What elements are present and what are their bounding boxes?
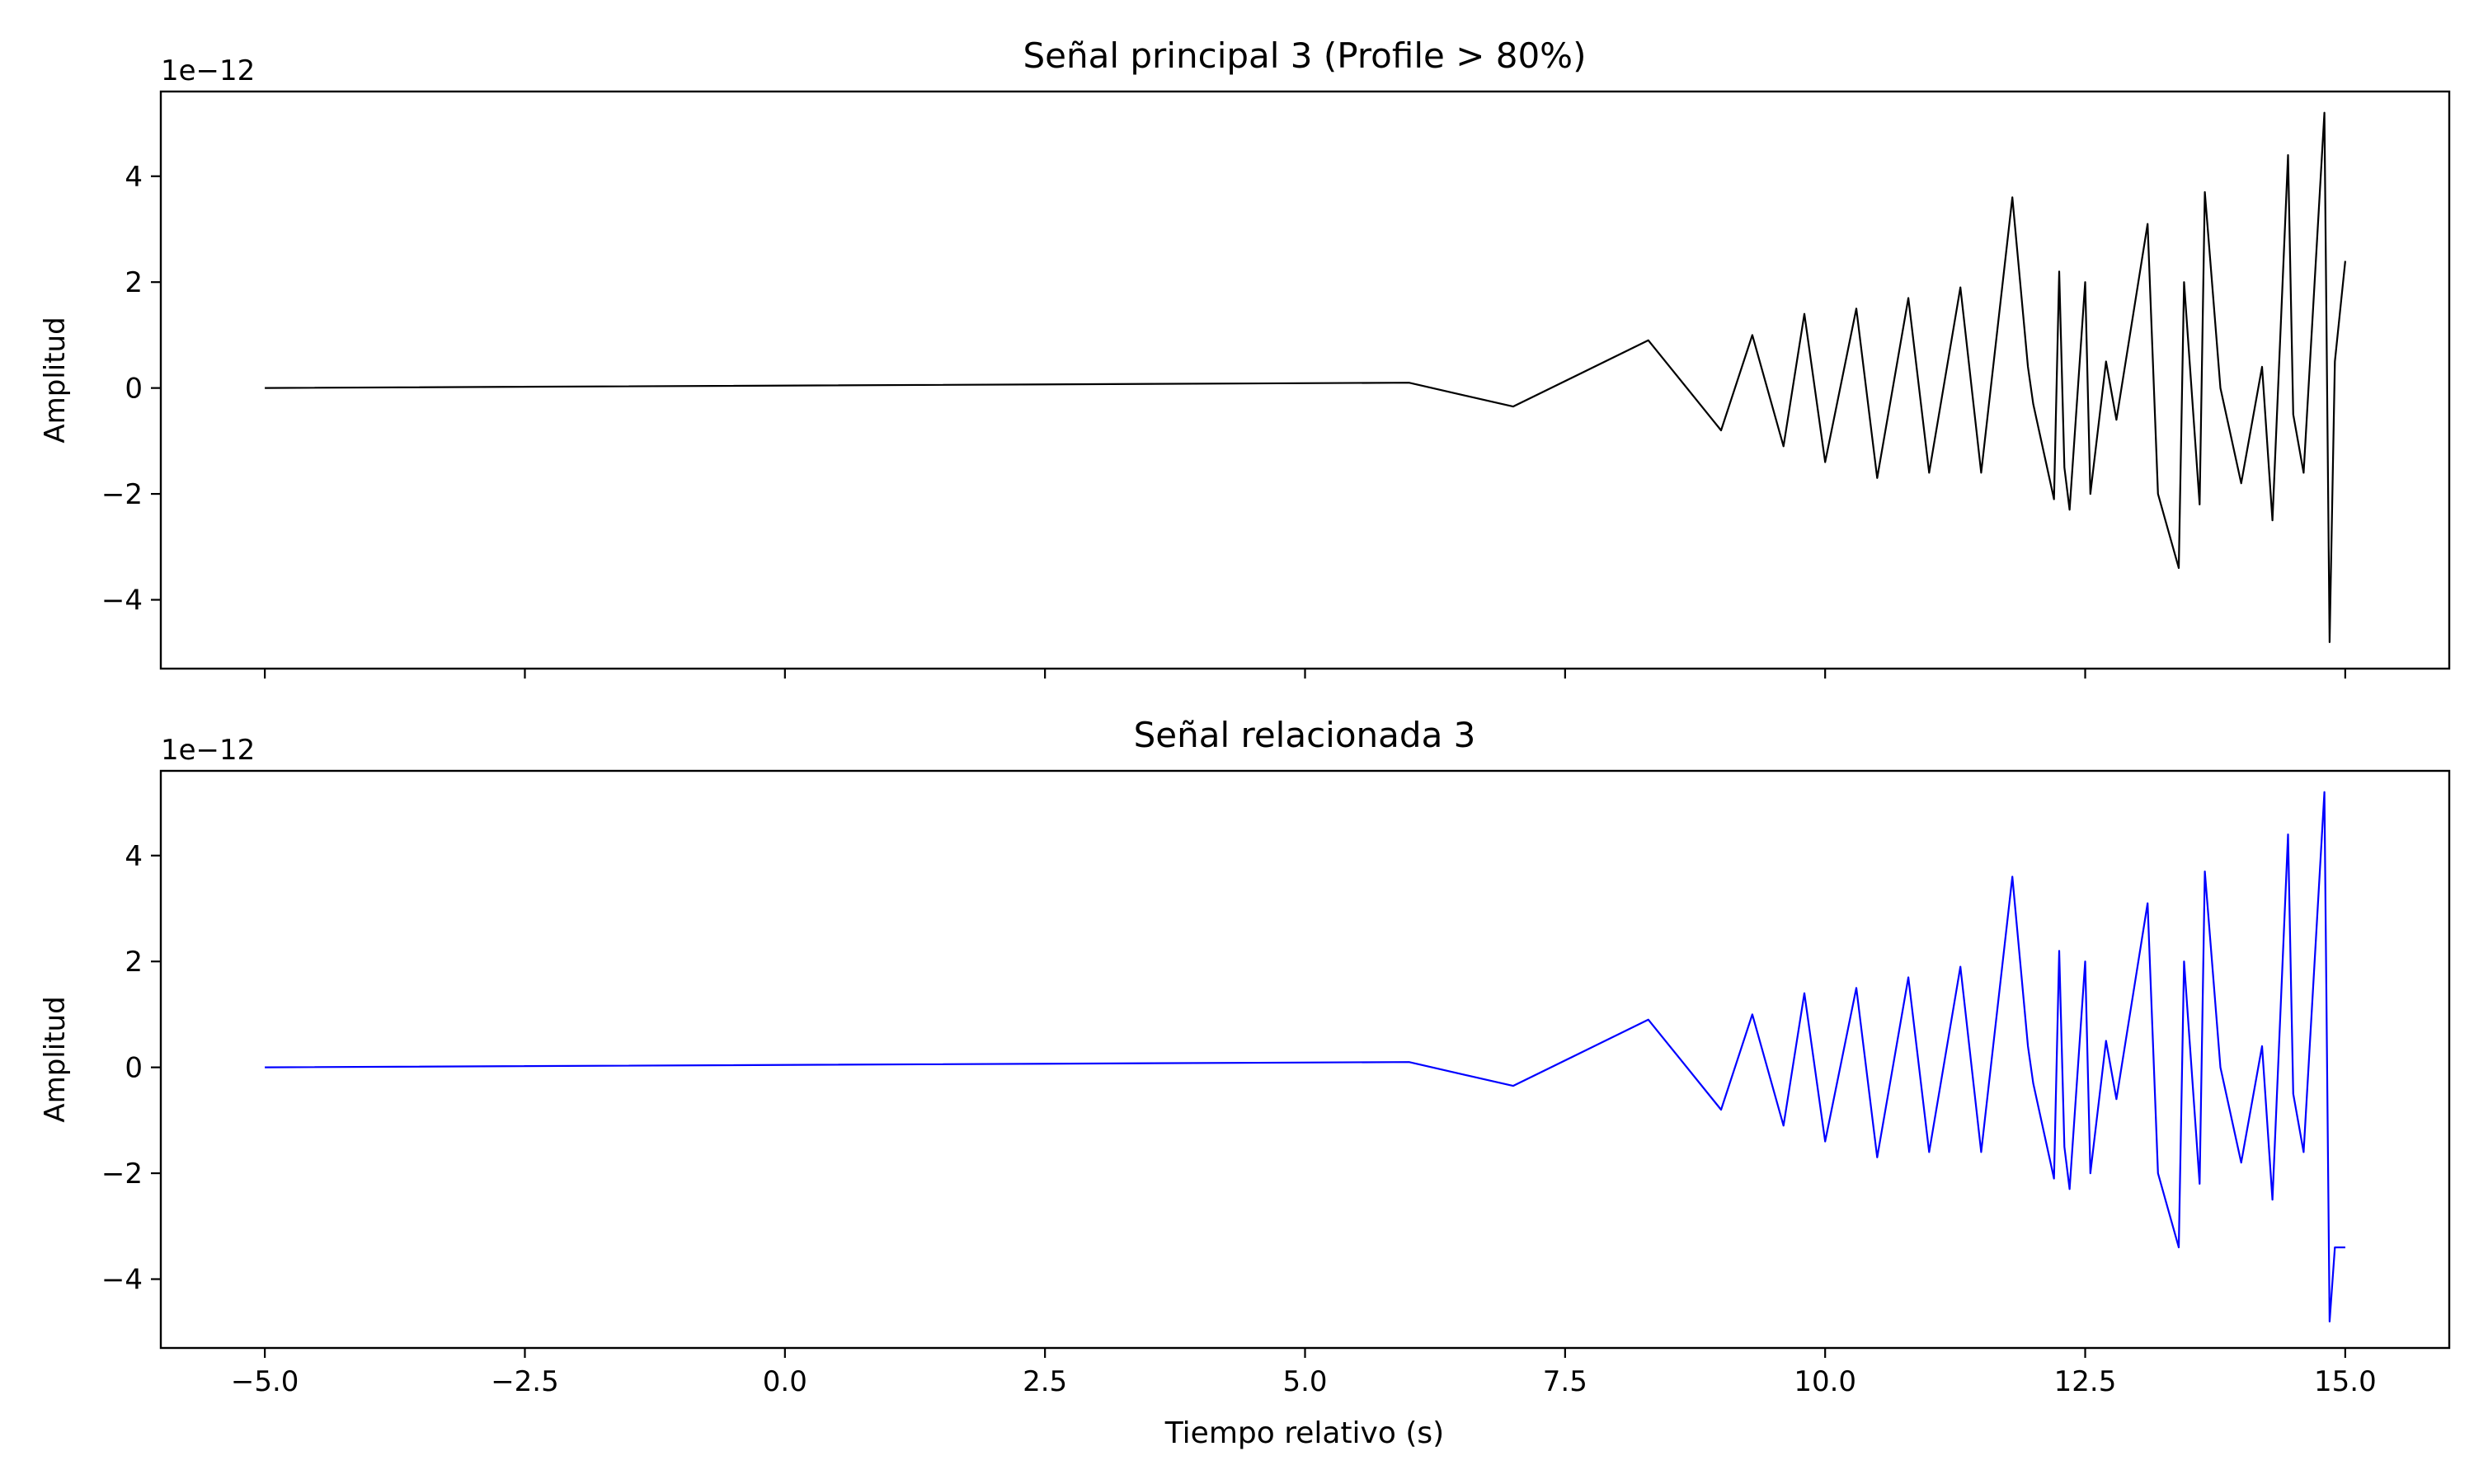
- x-axis-label: Tiempo relativo (s): [1164, 1416, 1444, 1450]
- y-tick-label: 0: [125, 1052, 143, 1085]
- y-tick-label: −2: [101, 478, 143, 511]
- offset-text-bottom: 1e−12: [161, 734, 255, 767]
- x-ticks-bottom: −5.0 −2.5 0.0 2.5 5.0 7.5 10.0 12.5 15.0: [231, 1348, 2377, 1398]
- y-tick-label: 2: [125, 266, 143, 299]
- y-tick-label: 4: [125, 161, 143, 194]
- y-tick-label: 0: [125, 373, 143, 406]
- x-tick-label: −5.0: [231, 1365, 299, 1398]
- y-tick-label: −4: [101, 1264, 143, 1297]
- panel-top: −4 −2 0 2 4 Señal principal 3 (Profile > 80%…: [39, 35, 2451, 679]
- x-tick-label: 15.0: [2314, 1365, 2377, 1398]
- x-tick-label: 5.0: [1282, 1365, 1327, 1398]
- y-tick-label: 2: [125, 946, 143, 979]
- x-tick-label: 10.0: [1794, 1365, 1856, 1398]
- x-ticks-top: [264, 669, 2346, 679]
- signal-line-top: [265, 111, 2346, 643]
- y-ticks-top: −4 −2 0 2 4: [101, 161, 161, 618]
- x-tick-label: 0.0: [763, 1365, 807, 1398]
- panel-title-top: Señal principal 3 (Profile > 80%): [1023, 35, 1587, 76]
- x-tick-label: 2.5: [1023, 1365, 1067, 1398]
- x-tick-label: −2.5: [491, 1365, 559, 1398]
- offset-text-top: 1e−12: [161, 54, 255, 87]
- panel-bottom: −4 −2 0 2 4 −5.0 −2.5 0.0 2.5 5.0 7.5 10.0 12.5 15.0…: [39, 715, 2451, 1450]
- signal-line-bottom: [265, 791, 2345, 1322]
- x-tick-label: 7.5: [1543, 1365, 1587, 1398]
- y-tick-label: −4: [101, 585, 143, 618]
- x-tick-label: 12.5: [2054, 1365, 2117, 1398]
- y-tick-label: 4: [125, 840, 143, 873]
- ylabel-top: Amplitud: [39, 317, 72, 443]
- y-tick-label: −2: [101, 1158, 143, 1190]
- panel-title-bottom: Señal relacionada 3: [1134, 715, 1476, 755]
- y-ticks-bottom: −4 −2 0 2 4: [101, 840, 161, 1297]
- ylabel-bottom: Amplitud: [39, 996, 72, 1122]
